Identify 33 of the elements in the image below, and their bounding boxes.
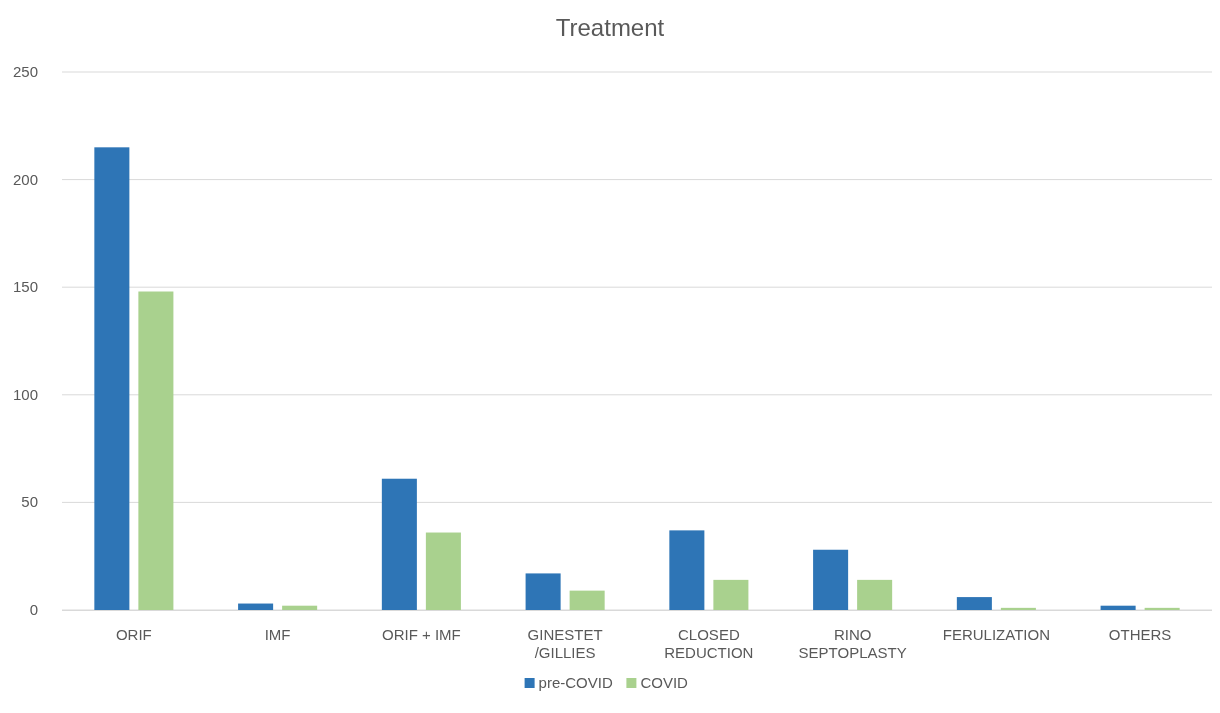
y-tick-label: 200 [12,170,38,188]
y-tick-label: 250 [12,63,38,80]
x-tick-label: FERULIZATION [942,626,1050,643]
legend-label: COVID [640,674,689,691]
bar [1000,607,1036,610]
bar [525,573,561,610]
bar [1100,605,1136,610]
y-tick-label: 150 [12,278,38,296]
bar [713,579,749,610]
x-tick-label: ORIF + IMF [382,626,461,643]
bar [1144,607,1180,610]
bar [857,579,893,610]
bar [669,530,705,610]
chart-title: Treatment [555,14,665,41]
x-tick-label: OTHERS [1108,626,1172,643]
bar [425,532,461,610]
y-tick-label: 50 [21,493,38,511]
bar [94,147,130,610]
x-tick-label: CLOSED REDUCTION [664,626,754,661]
bar [138,291,174,610]
bar [956,597,992,610]
bar [238,603,274,610]
bar [569,590,605,610]
bar [813,549,849,610]
x-tick-label: RINO SEPTOPLASTY [798,626,907,661]
x-tick-label: IMF [264,626,291,643]
x-tick-label: ORIF [115,626,152,643]
bar [381,478,417,610]
x-tick-label: GINESTET /GILLIES [527,626,603,661]
y-tick-label: 100 [12,385,38,403]
bar [282,605,318,610]
y-tick-label: 0 [29,601,38,618]
legend-label: pre-COVID [538,674,613,691]
